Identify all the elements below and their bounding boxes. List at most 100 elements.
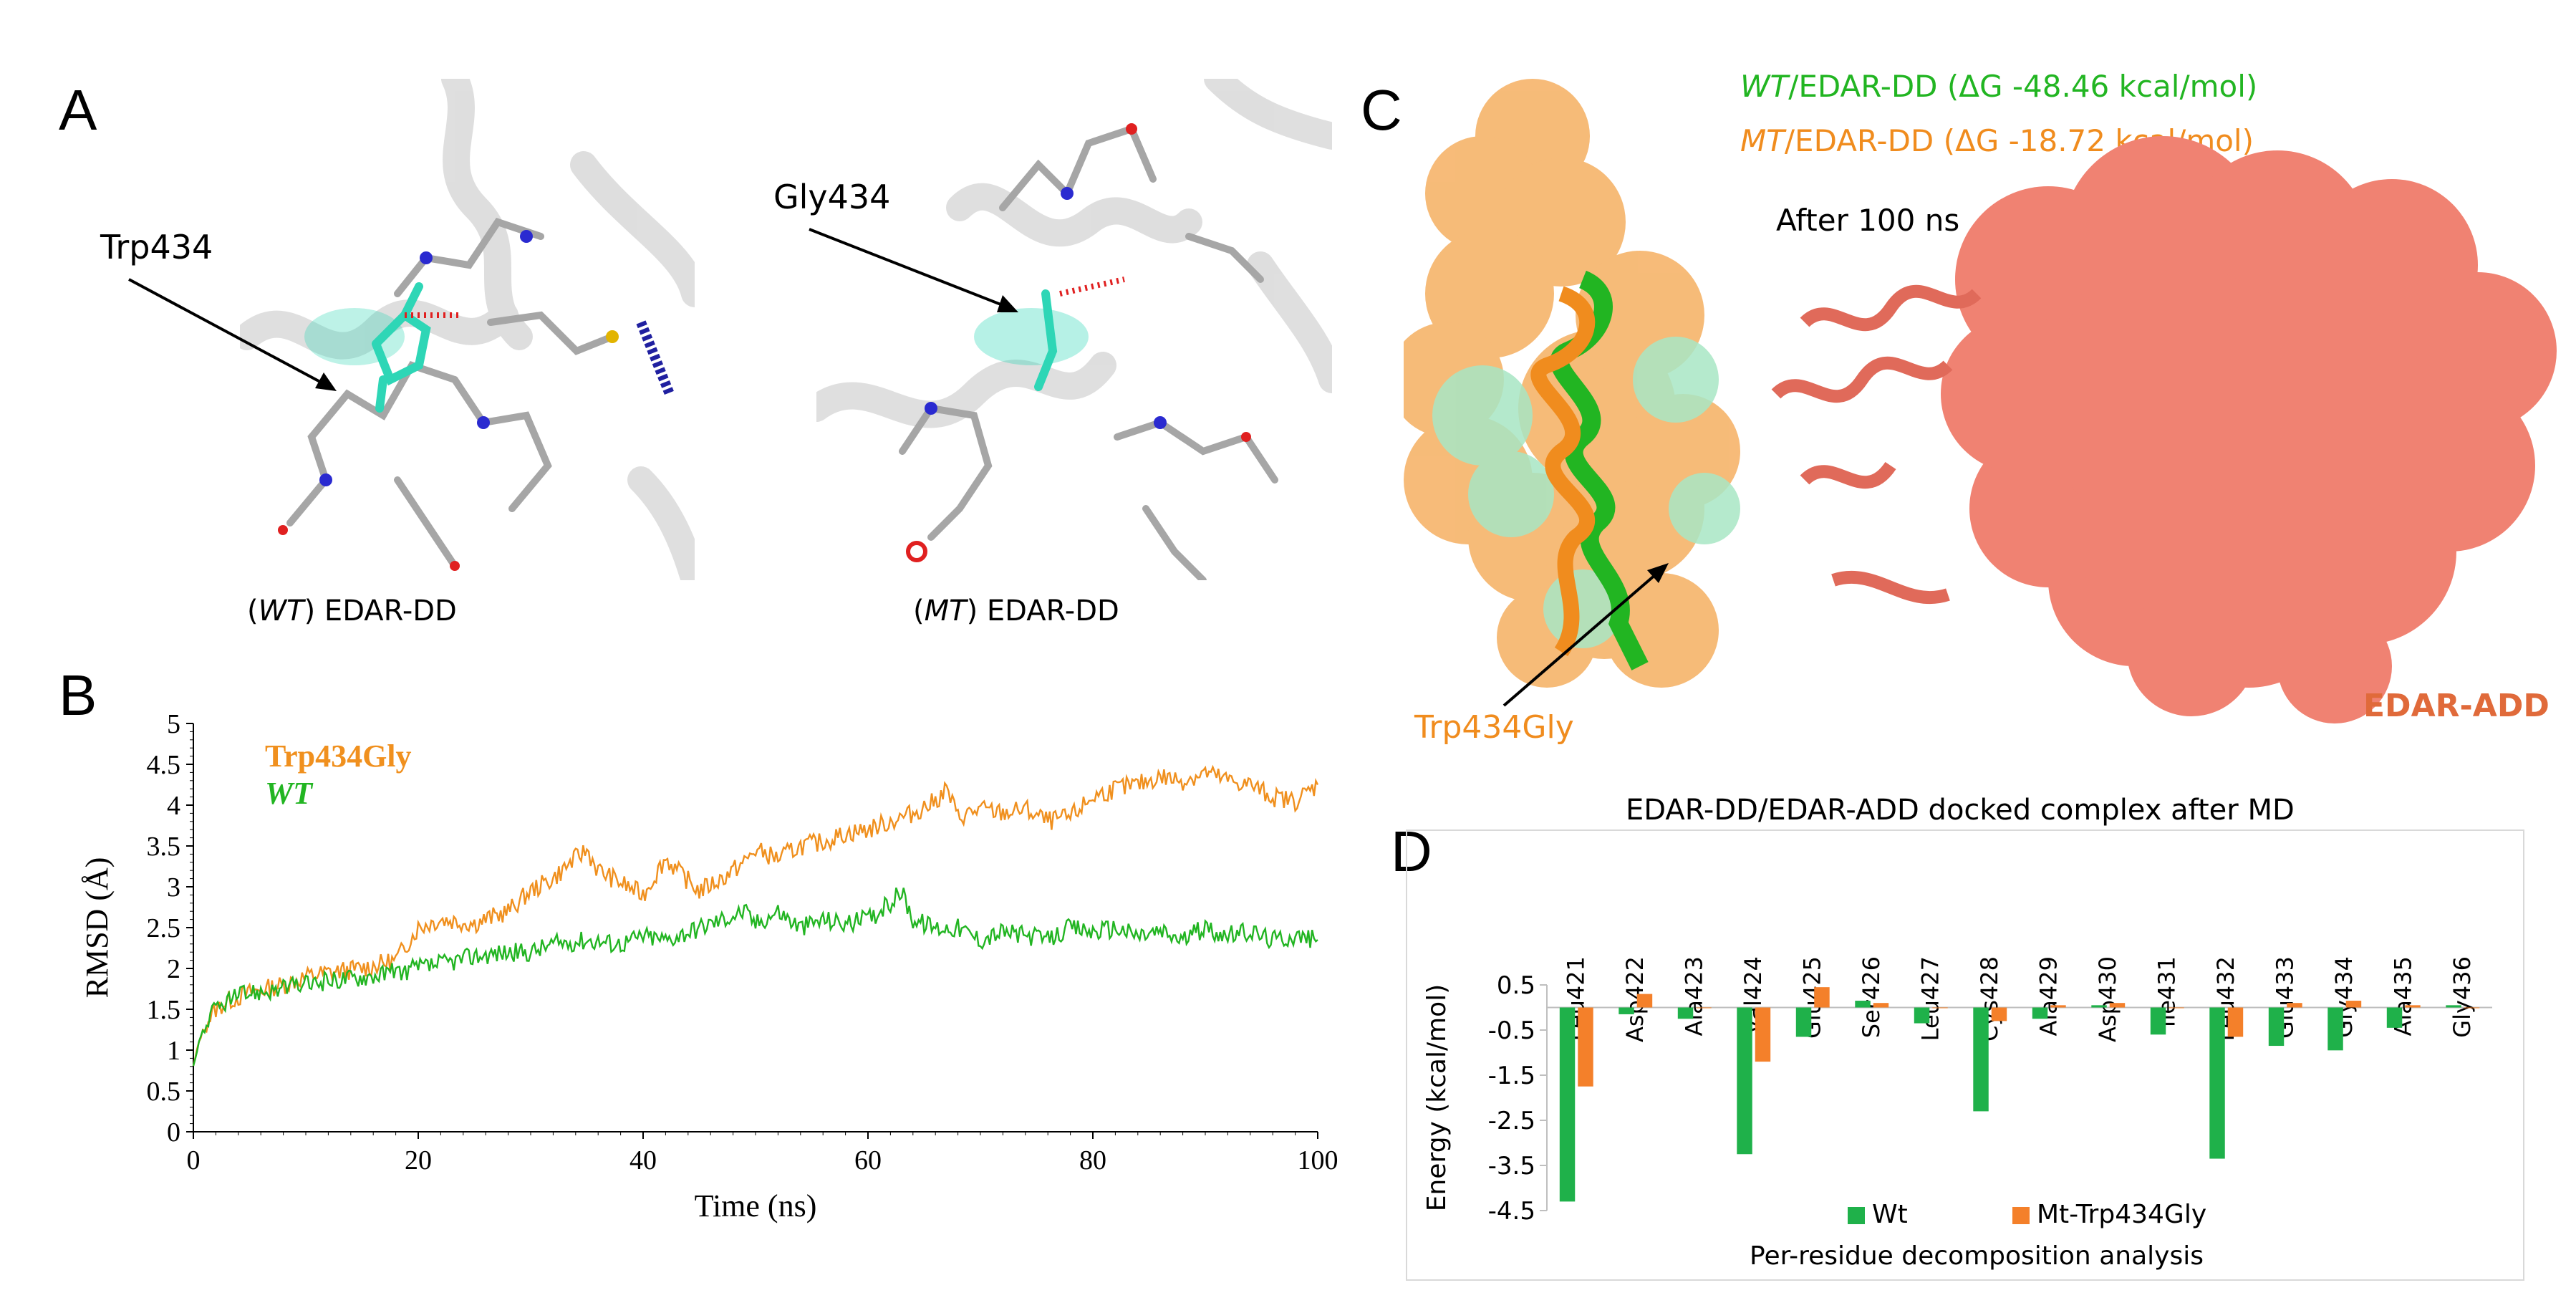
bar-mt-trp434gly: [1932, 1007, 1948, 1009]
gly434-label: Gly434: [773, 178, 891, 216]
panel-letter-a: A: [59, 78, 97, 142]
bar-wt: [1559, 1007, 1576, 1202]
bar-mt-trp434gly: [1755, 1007, 1771, 1062]
bar-wt: [2032, 1007, 2048, 1019]
x-tick-label: 40: [629, 1145, 657, 1175]
cartoon-helix: [240, 79, 695, 580]
category-label: Ser426: [1858, 956, 1885, 1038]
x-tick-label: 100: [1298, 1145, 1338, 1175]
y-tick-label: 3.5: [147, 832, 181, 862]
x-tick-label: 0: [187, 1145, 201, 1175]
chart-frame: [1406, 829, 2524, 1281]
docked-complex-caption: EDAR-DD/EDAR-ADD docked complex after MD: [1626, 794, 2295, 827]
category-label: Gly436: [2449, 956, 2476, 1038]
y-tick-label: -0.5: [1488, 1016, 1535, 1045]
series-line-wt: [192, 888, 1318, 1067]
blue-bar: [636, 320, 675, 396]
mt-helix: [1530, 286, 1596, 657]
gly-highlight: [974, 308, 1089, 365]
bar-wt: [2327, 1007, 2343, 1051]
bar-mt-trp434gly: [2287, 1003, 2302, 1008]
bar-wt: [2268, 1007, 2285, 1047]
bar-mt-trp434gly: [1814, 987, 1830, 1008]
y-axis-label: Energy (kcal/mol): [1422, 984, 1452, 1212]
wt-structure-image: [240, 79, 695, 580]
panel-letter-c: C: [1361, 78, 1402, 142]
bar-wt: [1619, 1007, 1634, 1014]
bar-wt: [1677, 1007, 1694, 1019]
trp434-label: Trp434: [100, 228, 213, 266]
y-tick-label: 1.5: [147, 995, 181, 1025]
y-tick-label: 4: [167, 791, 180, 821]
edar-add-label: EDAR-ADD: [2363, 688, 2550, 724]
panel-letter-b: B: [59, 663, 97, 727]
wt-structure-caption: (WT) EDAR-DD: [247, 595, 457, 627]
bar-wt: [2091, 1005, 2107, 1008]
bar-wt: [2386, 1007, 2403, 1028]
mt-structure-image: [816, 79, 1332, 580]
docked-complex-image: [1404, 79, 2564, 781]
y-tick-label: 2: [167, 954, 180, 984]
bar-mt-trp434gly: [2227, 1007, 2244, 1037]
y-tick-label: 2.5: [147, 913, 181, 943]
category-label: Ala423: [1680, 956, 1707, 1036]
bar-mt-trp434gly: [1636, 994, 1653, 1008]
bar-wt: [1795, 1007, 1812, 1037]
gly434-arrow: [809, 228, 1018, 312]
bar-mt-trp434gly: [1578, 1007, 1593, 1087]
bar-mt-trp434gly: [1991, 1007, 2007, 1021]
category-label: Ala429: [2035, 956, 2062, 1036]
y-axis-label: RMSD (Å): [79, 857, 115, 999]
y-tick-label: 3: [167, 872, 180, 903]
legend-swatch-mt-trp434gly: [2012, 1207, 2030, 1224]
y-tick-label: 0.5: [1497, 971, 1535, 1000]
trp434-arrow: [128, 278, 337, 391]
category-label: Asp430: [2094, 956, 2121, 1042]
series-line-trp434gly: [192, 764, 1319, 1067]
y-tick-label: -4.5: [1488, 1197, 1535, 1226]
category-label: Leu427: [1916, 956, 1944, 1041]
y-tick-label: -1.5: [1488, 1062, 1535, 1090]
bar-wt: [2150, 1007, 2166, 1035]
bar-mt-trp434gly: [2345, 1001, 2362, 1008]
bar-wt: [1914, 1007, 1930, 1024]
hbond-dots: [1059, 276, 1125, 297]
bar-mt-trp434gly: [2464, 1007, 2480, 1009]
y-tick-label: 1: [167, 1036, 180, 1066]
heteroatoms: [278, 230, 619, 571]
x-tick-label: 60: [854, 1145, 882, 1175]
mt-structure-caption: (MT) EDAR-DD: [913, 595, 1119, 627]
bar-wt: [1855, 1001, 1871, 1008]
legend-swatch-wt: [1848, 1207, 1865, 1224]
bar-mt-trp434gly: [1696, 1007, 1712, 1009]
chart-title: Per-residue decomposition analysis: [1750, 1241, 2204, 1271]
bar-wt: [1737, 1007, 1752, 1155]
y-tick-label: 4.5: [147, 750, 181, 780]
after-100ns-label: After 100 ns: [1776, 203, 1960, 238]
edar-add-surface: [1941, 136, 2557, 723]
bar-mt-trp434gly: [1873, 1003, 1889, 1008]
x-tick-label: 80: [1079, 1145, 1106, 1175]
legend-entry-mt-trp434gly: Mt-Trp434Gly: [2037, 1200, 2206, 1229]
bar-mt-trp434gly: [2050, 1005, 2066, 1008]
bar-wt: [2209, 1007, 2225, 1159]
edar-add-ribbons: [1771, 284, 1982, 605]
stick-network: [899, 124, 1278, 580]
y-tick-label: 0.5: [147, 1077, 181, 1107]
gly-sidechain: [1034, 289, 1058, 391]
bar-mt-trp434gly: [2405, 1005, 2421, 1008]
trp434gly-arrow: [1502, 563, 1669, 707]
x-axis-label: Time (ns): [695, 1188, 817, 1223]
bar-mt-trp434gly: [2169, 1007, 2184, 1009]
trp-sidechain: [372, 282, 431, 413]
bar-wt: [2446, 1005, 2461, 1008]
y-tick-label: 0: [167, 1117, 180, 1148]
bar-mt-trp434gly: [2109, 1003, 2126, 1008]
cartoon-helix: [816, 79, 1332, 428]
legend-entry-wt: WT: [265, 776, 314, 811]
y-tick-label: 5: [167, 709, 180, 739]
legend-entry-wt: Wt: [1872, 1200, 1908, 1229]
wt-binding-energy: WT/EDAR-DD (ΔG -48.46 kcal/mol): [1740, 69, 2258, 104]
y-tick-label: -2.5: [1488, 1107, 1535, 1135]
